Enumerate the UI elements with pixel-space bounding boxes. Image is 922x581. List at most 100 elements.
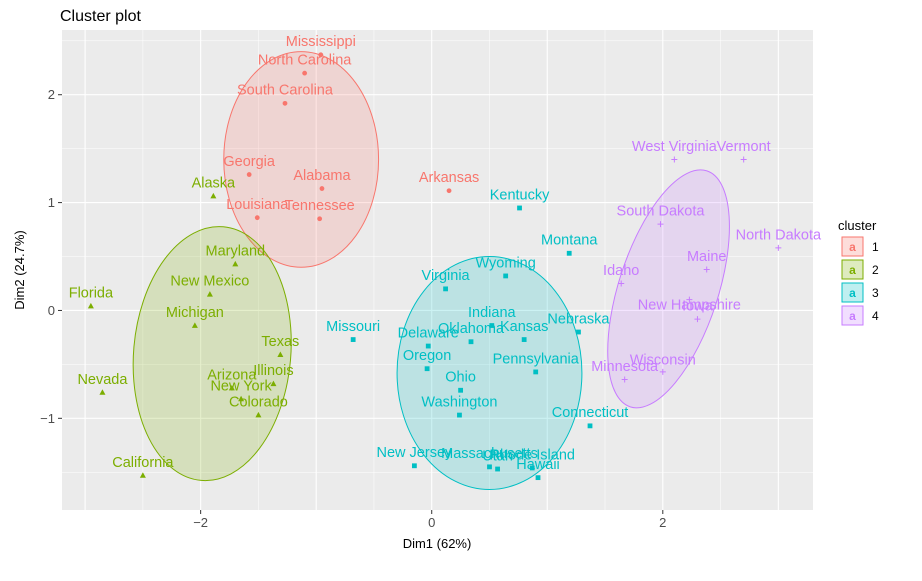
legend-glyph-2: a <box>849 263 856 277</box>
point-arizona <box>228 384 235 391</box>
point-label-hawaii: Hawaii <box>516 457 560 473</box>
legend-glyph-3: a <box>849 286 856 300</box>
point-label-kansas: Kansas <box>500 319 548 335</box>
point-new-jersey <box>411 463 417 469</box>
point-label-arkansas: Arkansas <box>419 170 479 186</box>
point-illinois <box>270 380 277 387</box>
point-georgia <box>246 172 252 177</box>
x-tick-label: −2 <box>193 515 208 530</box>
x-axis-label: Dim1 (62%) <box>403 536 472 551</box>
point-label-south-dakota: South Dakota <box>617 204 706 220</box>
point-south-carolina <box>282 100 288 106</box>
point-texas <box>277 351 284 357</box>
point-oklahoma <box>468 339 474 345</box>
point-label-wyoming: Wyoming <box>476 255 536 271</box>
legend-glyph-1: a <box>849 240 856 254</box>
point-kentucky <box>517 205 522 211</box>
point-label-ohio: Ohio <box>445 370 476 386</box>
point-label-new-hampshire: New Hampshire <box>638 297 741 313</box>
point-label-virginia: Virginia <box>422 268 471 284</box>
legend-glyph-4: a <box>849 309 856 323</box>
point-label-arizona: Arizona <box>207 367 257 383</box>
point-label-louisiana: Louisiana <box>226 197 289 213</box>
point-alabama <box>319 186 325 191</box>
point-label-new-mexico: New Mexico <box>170 274 249 290</box>
point-label-indiana: Indiana <box>468 305 517 321</box>
point-maine <box>703 266 710 273</box>
point-label-north-carolina: North Carolina <box>258 53 352 69</box>
point-montana <box>566 250 572 256</box>
chart-title: Cluster plot <box>60 8 141 25</box>
cluster-ellipse-3 <box>396 256 583 491</box>
point-label-pennsylvania: Pennsylvania <box>493 351 580 367</box>
point-label-west-virginia: West Virginia <box>632 139 718 155</box>
point-labels: Mississippi North Carolina South Carolina G… <box>69 34 822 473</box>
point-massachusetts <box>487 464 492 470</box>
point-label-kentucky: Kentucky <box>490 187 550 203</box>
point-label-alaska: Alaska <box>192 175 236 191</box>
legend-key-3 <box>841 282 864 303</box>
point-hawaii <box>535 475 541 481</box>
y-tick-label: 0 <box>48 303 55 318</box>
point-delaware <box>425 343 431 349</box>
point-label-nevada: Nevada <box>77 372 128 388</box>
point-label-vermont: Vermont <box>717 139 771 155</box>
point-north-carolina <box>302 70 308 76</box>
x-tick-label: 2 <box>659 515 666 530</box>
cluster-ellipse-4 <box>607 169 730 409</box>
point-iowa <box>694 316 701 323</box>
plot-panel <box>62 30 813 510</box>
point-south-dakota <box>657 221 664 228</box>
point-new-york <box>238 395 245 402</box>
point-label-nebraska: Nebraska <box>547 311 610 327</box>
point-label-iowa: Iowa <box>682 298 714 314</box>
point-label-texas: Texas <box>261 334 299 350</box>
point-vermont <box>740 156 747 163</box>
point-louisiana <box>254 215 260 221</box>
point-label-oregon: Oregon <box>403 348 451 364</box>
point-label-florida: Florida <box>69 286 114 302</box>
point-rhode-island <box>529 465 535 471</box>
point-label-maryland: Maryland <box>205 243 265 259</box>
point-label-california: California <box>112 455 174 471</box>
legend-label-2: 2 <box>872 263 879 277</box>
point-north-dakota <box>775 244 782 251</box>
point-label-washington: Washington <box>421 394 497 410</box>
point-nebraska <box>576 329 581 335</box>
point-label-michigan: Michigan <box>166 305 224 321</box>
y-axis-label: Dim2 (24.7%) <box>12 230 27 309</box>
y-tick-label: 1 <box>48 195 55 210</box>
point-virginia <box>443 286 448 292</box>
x-tick-label: 0 <box>428 515 435 530</box>
point-west-virginia <box>671 156 678 163</box>
cluster-ellipse-2 <box>132 226 292 482</box>
point-wisconsin <box>659 368 666 375</box>
point-mississippi <box>318 52 324 58</box>
legend-title: cluster <box>838 218 877 233</box>
point-wyoming <box>503 273 509 279</box>
point-label-north-dakota: North Dakota <box>736 227 822 243</box>
point-missouri <box>350 337 356 342</box>
point-label-colorado: Colorado <box>229 394 288 410</box>
point-connecticut <box>587 423 593 429</box>
legend-key-2 <box>841 259 864 280</box>
point-label-new-jersey: New Jersey <box>377 445 453 461</box>
data-points <box>87 52 782 481</box>
point-oregon <box>424 366 430 372</box>
cluster-ellipses <box>132 51 730 491</box>
grid-lines <box>62 30 813 510</box>
point-label-georgia: Georgia <box>223 154 276 170</box>
point-label-mississippi: Mississippi <box>286 34 356 50</box>
legend-key-4 <box>841 305 864 326</box>
point-label-utah: Utah <box>482 448 513 464</box>
point-washington <box>457 412 462 418</box>
point-michigan <box>191 322 198 328</box>
point-label-maine: Maine <box>687 249 727 265</box>
point-tennessee <box>317 216 323 222</box>
point-kansas <box>521 337 527 342</box>
point-indiana <box>489 323 495 328</box>
point-california <box>139 472 146 478</box>
point-florida <box>87 302 94 309</box>
point-label-oklahoma: Oklahoma <box>438 321 505 337</box>
